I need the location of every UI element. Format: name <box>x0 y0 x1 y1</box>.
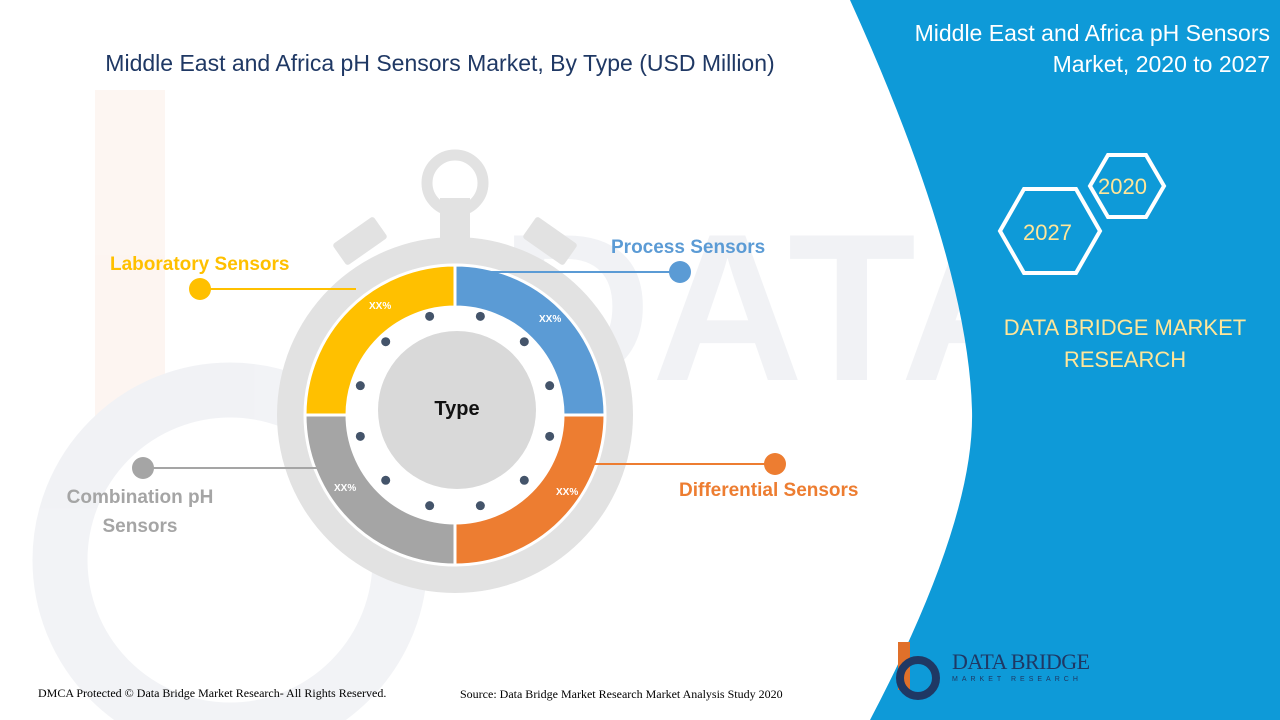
center-type-label: Type <box>434 398 480 420</box>
connectors <box>132 261 786 479</box>
combination-value-label: XX% <box>334 483 357 494</box>
logo-name: DATA BRIDGE <box>952 649 1090 674</box>
dial-dots <box>355 311 555 511</box>
legend-process-sensors: Process Sensors <box>611 237 766 258</box>
dial-dot <box>519 337 529 347</box>
process-marker <box>669 261 691 283</box>
dial-dot <box>355 431 365 441</box>
dial-dot <box>355 381 365 391</box>
dial-dot <box>545 381 555 391</box>
legend-differential-sensors: Differential Sensors <box>679 480 859 501</box>
dial-dot <box>425 501 435 511</box>
laboratory-marker <box>189 278 211 300</box>
right-title-line2: Market, 2020 to 2027 <box>1052 51 1270 77</box>
dial-dot <box>519 475 529 485</box>
stopwatch-left-button <box>333 217 387 265</box>
stopwatch-right-button <box>523 217 577 265</box>
year-2027-label: 2027 <box>1023 220 1072 245</box>
brand-line1: DATA BRIDGE MARKET <box>1003 315 1247 340</box>
combination-marker <box>132 457 154 479</box>
combination-segment <box>303 413 457 567</box>
dial-dot <box>475 501 485 511</box>
hexagon-2027 <box>997 187 1103 275</box>
laboratory-value-label: XX% <box>369 301 392 312</box>
center-circle <box>378 331 536 489</box>
dial-dot <box>475 311 485 321</box>
hexagon-2020 <box>1087 153 1167 219</box>
dial-dot <box>381 475 391 485</box>
chart-title: Middle East and Africa pH Sensors Market… <box>105 50 775 76</box>
year-2020-label: 2020 <box>1098 174 1147 199</box>
differential-value-label: XX% <box>556 487 579 498</box>
footer-copyright: DMCA Protected © Data Bridge Market Rese… <box>38 686 387 700</box>
logo-mark <box>896 642 940 700</box>
right-panel-background <box>850 0 1280 720</box>
legend-combination-ph-sensors: Combination pH Sensors <box>66 487 214 537</box>
process-value-label: XX% <box>539 314 562 325</box>
logo-subtitle: MARKET RESEARCH <box>952 676 1082 683</box>
right-title-line1: Middle East and Africa pH Sensors <box>914 20 1270 46</box>
differential-marker <box>764 453 786 475</box>
legend-laboratory-sensors: Laboratory Sensors <box>110 254 290 275</box>
footer-source: Source: Data Bridge Market Research Mark… <box>460 687 783 701</box>
dial-dot <box>381 337 391 347</box>
right-panel-title: Middle East and Africa pH Sensors Market… <box>850 18 1270 80</box>
brand-name: DATA BRIDGE MARKET RESEARCH <box>990 312 1260 376</box>
brand-line2: RESEARCH <box>1063 347 1187 372</box>
dial-dot <box>545 431 555 441</box>
type-donut <box>303 263 607 567</box>
dial-dot <box>425 311 435 321</box>
